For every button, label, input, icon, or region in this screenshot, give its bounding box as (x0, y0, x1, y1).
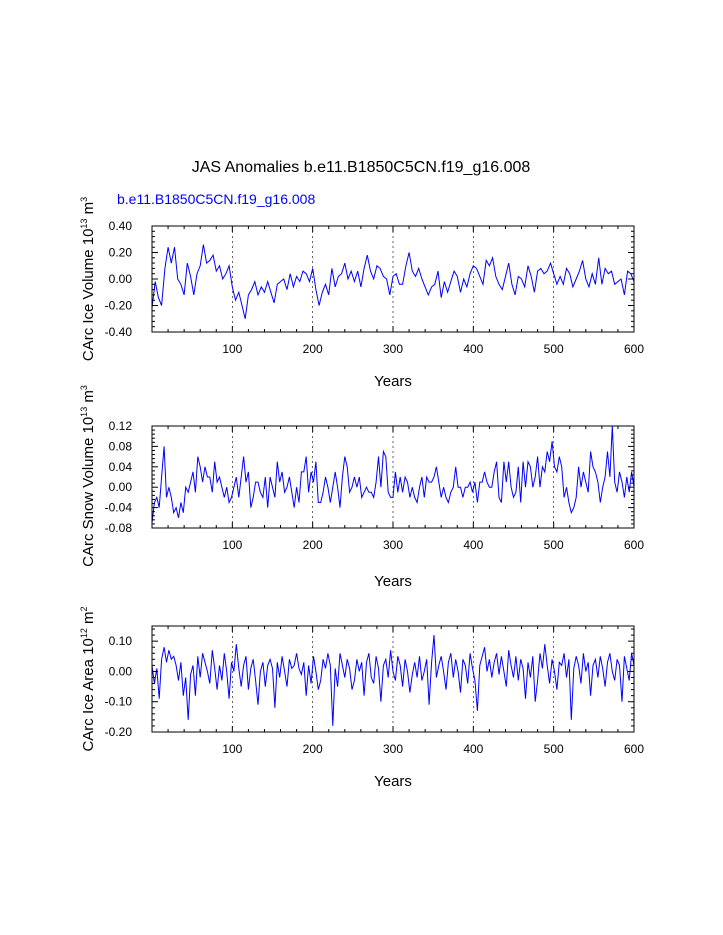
x-axis-label-ice-volume: Years (374, 373, 412, 390)
x-tick-label-snow-volume-300: 300 (383, 538, 403, 552)
x-tick-label-snow-volume-100: 100 (222, 538, 242, 552)
panel-ice-area: 100 200 300 400 500 600 -0.20 -0.10 0.00 0.10 Yea… (79, 606, 644, 790)
x-tick-label-ice-area-600: 600 (624, 742, 644, 756)
series-line-snow-volume-0 (151, 425, 635, 523)
y-tick-label-snow-volume-5: 0.12 (109, 419, 133, 433)
y-tick-label-ice-area-2: 0.00 (109, 664, 133, 678)
plot-area-snow-volume: 100 200 300 400 500 600 -0.08 -0.04 0.00 0.04 0.08… (105, 419, 645, 552)
y-tick-label-ice-volume-3: 0.20 (109, 246, 133, 260)
x-tick-label-snow-volume-400: 400 (463, 538, 483, 552)
y-tick-label-snow-volume-2: 0.00 (109, 480, 133, 494)
y-tick-label-snow-volume-1: -0.04 (105, 501, 133, 515)
panel-snow-volume: 100 200 300 400 500 600 -0.08 -0.04 0.00 0.04 0.08… (79, 385, 644, 590)
x-tick-label-snow-volume-600: 600 (624, 538, 644, 552)
y-tick-label-ice-volume-1: -0.20 (105, 299, 133, 313)
y-tick-label-ice-area-1: -0.10 (105, 695, 133, 709)
x-tick-label-ice-volume-500: 500 (544, 342, 564, 356)
plot-area-ice-volume: 100 200 300 400 500 600 -0.40 -0.20 0.00 0.20 0.40 (105, 219, 645, 356)
y-tick-label-ice-area-0: -0.20 (105, 725, 133, 739)
x-tick-label-ice-volume-600: 600 (624, 342, 644, 356)
y-axis-label-snow-volume: CArc Snow Volume 1013 m3 (79, 385, 97, 567)
legend-label: b.e11.B1850C5CN.f19_g16.008 (117, 191, 315, 207)
y-axis-label-ice-area: CArc Ice Area 1012 m2 (79, 606, 97, 751)
x-axis-label-ice-area: Years (374, 773, 412, 790)
panel-ice-volume: 100 200 300 400 500 600 -0.40 -0.20 0.00 0.20 0.40… (79, 197, 644, 390)
x-tick-label-ice-volume-200: 200 (303, 342, 323, 356)
y-axis-label-ice-volume: CArc Ice Volume 1013 m3 (79, 197, 97, 361)
y-tick-label-snow-volume-3: 0.04 (109, 460, 133, 474)
y-tick-label-snow-volume-0: -0.08 (105, 521, 133, 535)
x-tick-label-ice-area-500: 500 (544, 742, 564, 756)
y-tick-label-ice-volume-4: 0.40 (109, 219, 133, 233)
y-tick-label-ice-volume-0: -0.40 (105, 325, 133, 339)
x-tick-label-ice-volume-300: 300 (383, 342, 403, 356)
y-tick-label-snow-volume-4: 0.08 (109, 439, 133, 453)
x-tick-label-ice-area-200: 200 (303, 742, 323, 756)
y-tick-label-ice-area-3: 0.10 (109, 634, 133, 648)
figure-title: JAS Anomalies b.e11.B1850C5CN.f19_g16.00… (192, 159, 531, 176)
x-axis-label-snow-volume: Years (374, 573, 412, 590)
y-tick-label-ice-volume-2: 0.00 (109, 272, 133, 286)
x-tick-label-ice-area-400: 400 (463, 742, 483, 756)
x-tick-label-ice-volume-100: 100 (222, 342, 242, 356)
x-tick-label-ice-area-100: 100 (222, 742, 242, 756)
x-tick-label-ice-area-300: 300 (383, 742, 403, 756)
plot-area-ice-area: 100 200 300 400 500 600 -0.20 -0.10 0.00 0.10 (105, 625, 644, 756)
x-tick-label-snow-volume-200: 200 (303, 538, 323, 552)
x-tick-label-ice-volume-400: 400 (463, 342, 483, 356)
x-tick-label-snow-volume-500: 500 (544, 538, 564, 552)
